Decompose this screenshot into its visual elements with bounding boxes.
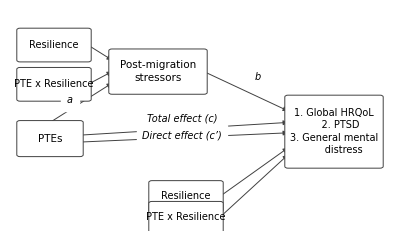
Text: Resilience: Resilience <box>161 191 211 201</box>
Text: b: b <box>255 72 261 82</box>
Text: Total effect (c): Total effect (c) <box>147 114 217 124</box>
FancyBboxPatch shape <box>17 67 91 101</box>
FancyBboxPatch shape <box>17 121 83 157</box>
Text: PTE x Resilience: PTE x Resilience <box>14 79 94 89</box>
FancyBboxPatch shape <box>109 49 207 94</box>
Text: PTE x Resilience: PTE x Resilience <box>146 212 226 222</box>
FancyBboxPatch shape <box>17 28 91 62</box>
Text: Resilience: Resilience <box>29 40 79 50</box>
FancyBboxPatch shape <box>149 201 223 231</box>
FancyBboxPatch shape <box>149 181 223 212</box>
Text: PTEs: PTEs <box>38 134 62 144</box>
Text: 1. Global HRQoL
    2. PTSD
3. General mental
      distress: 1. Global HRQoL 2. PTSD 3. General menta… <box>290 108 378 155</box>
Text: Direct effect (c’): Direct effect (c’) <box>142 131 222 141</box>
FancyBboxPatch shape <box>285 95 383 168</box>
Text: Post-migration
stressors: Post-migration stressors <box>120 61 196 83</box>
Text: a: a <box>67 95 73 106</box>
